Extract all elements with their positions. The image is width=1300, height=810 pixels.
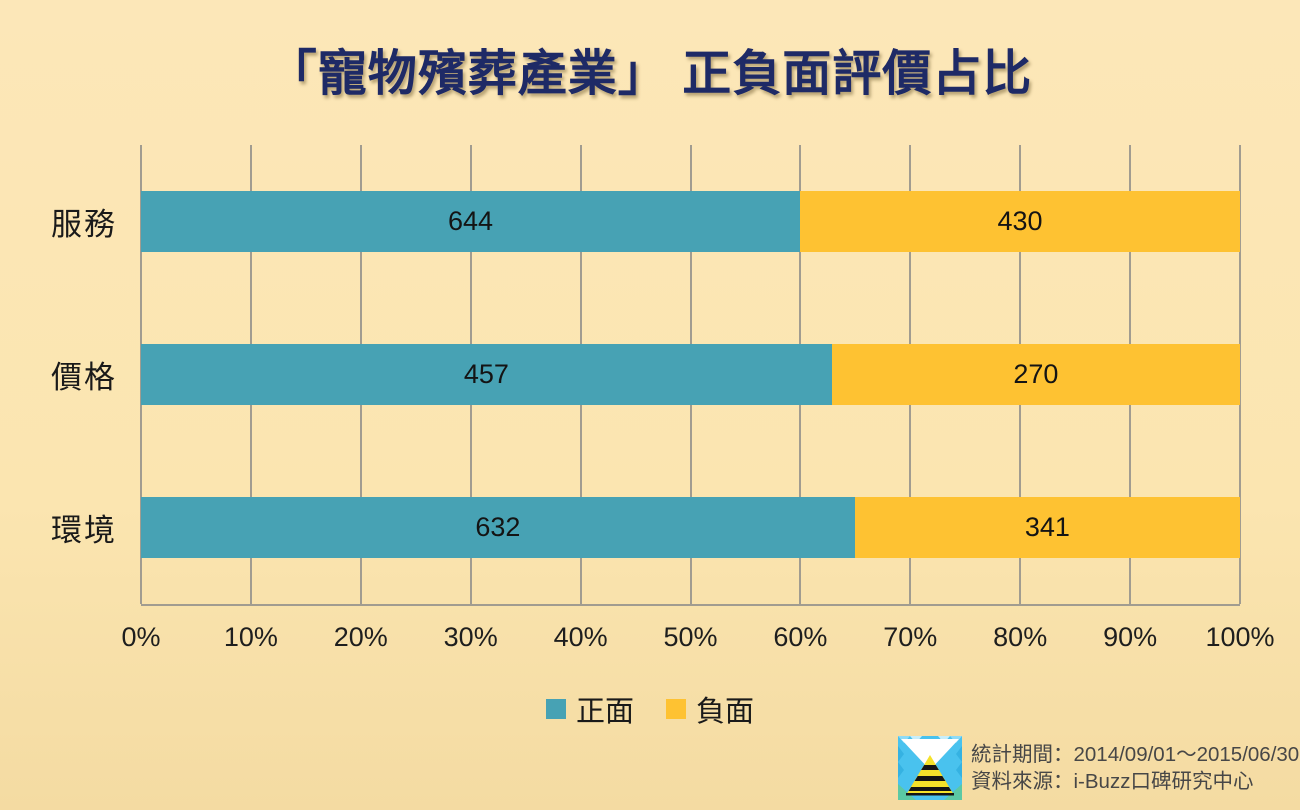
bar-row: 環境 632 341 bbox=[51, 451, 1240, 604]
bar-row: 價格 457 270 bbox=[51, 298, 1240, 451]
footer-text: 統計期間：2014/09/01～2015/06/30 資料來源：i-Buzz口碑… bbox=[971, 741, 1299, 795]
bar-track: 632 341 bbox=[141, 497, 1240, 558]
bar-value: 430 bbox=[997, 206, 1043, 236]
gridline bbox=[1239, 145, 1241, 604]
tick-label: 100% bbox=[1205, 622, 1275, 652]
i-buzz-logo-icon bbox=[898, 736, 962, 800]
tick-label: 70% bbox=[883, 622, 938, 652]
legend-item-負面: 負面 bbox=[666, 688, 754, 730]
bar-segment-正面: 632 bbox=[141, 497, 855, 558]
legend-swatch bbox=[666, 699, 686, 719]
category-label: 服務 bbox=[51, 207, 117, 242]
category-label: 環境 bbox=[51, 513, 117, 548]
tick-label: 80% bbox=[993, 622, 1048, 652]
bar-value: 270 bbox=[1013, 359, 1059, 389]
chart-title: 「寵物殯葬產業」 正負面評價占比 bbox=[267, 47, 1033, 101]
legend-label: 正面 bbox=[575, 696, 634, 728]
legend: 正面 負面 bbox=[0, 688, 1300, 730]
legend-label: 負面 bbox=[696, 696, 755, 728]
bar-track: 457 270 bbox=[141, 344, 1240, 405]
data-source: 資料來源：i-Buzz口碑研究中心 bbox=[971, 770, 1254, 793]
category-label: 價格 bbox=[51, 360, 117, 395]
source-footer: 統計期間：2014/09/01～2015/06/30 資料來源：i-Buzz口碑… bbox=[898, 736, 1299, 800]
bar-segment-負面: 341 bbox=[854, 497, 1240, 558]
tick-label: 90% bbox=[1103, 622, 1158, 652]
bar-value: 457 bbox=[463, 359, 509, 389]
bar-value: 341 bbox=[1024, 512, 1070, 542]
bar-segment-正面: 644 bbox=[141, 191, 800, 252]
x-axis: 0% 10% 20% 30% 40% 50% 60% 70% 80% 90% 100% bbox=[121, 622, 1274, 662]
plot-area: 服務 644 430 價格 457 270 環境 632 341 bbox=[51, 145, 1241, 606]
bar-segment-負面: 270 bbox=[831, 344, 1240, 405]
legend-item-正面: 正面 bbox=[545, 688, 634, 730]
bar-value: 632 bbox=[475, 512, 521, 542]
tick-label: 20% bbox=[333, 622, 388, 652]
tick-label: 60% bbox=[773, 622, 828, 652]
bar-row: 服務 644 430 bbox=[51, 145, 1240, 298]
legend-swatch bbox=[545, 699, 566, 719]
tick-label: 50% bbox=[663, 622, 718, 652]
tick-label: 10% bbox=[223, 622, 278, 652]
tick-label: 40% bbox=[553, 622, 608, 652]
bar-track: 644 430 bbox=[141, 191, 1240, 252]
bar-value: 644 bbox=[447, 206, 494, 236]
bar-segment-負面: 430 bbox=[799, 191, 1240, 252]
tick-label: 0% bbox=[121, 622, 161, 652]
tick-label: 30% bbox=[443, 622, 498, 652]
bar-segment-正面: 457 bbox=[141, 344, 832, 405]
stat-period: 統計期間：2014/09/01～2015/06/30 bbox=[971, 743, 1300, 766]
